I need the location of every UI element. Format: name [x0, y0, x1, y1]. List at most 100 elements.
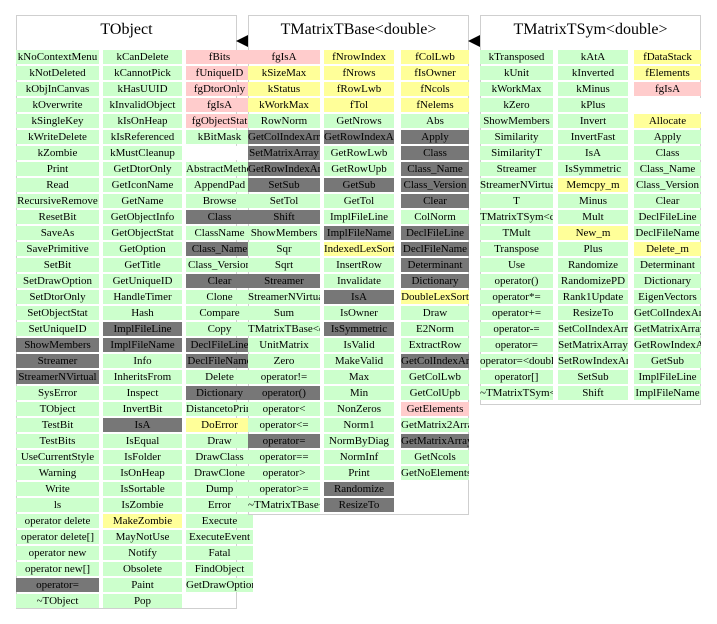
member-memcpy-m[interactable]: Memcpy_m [558, 178, 628, 192]
member-getmatrix2array[interactable]: GetMatrix2Array [401, 418, 469, 432]
member-abstractmethod[interactable]: AbstractMethod [186, 162, 253, 176]
member-getrowlwb[interactable]: GetRowLwb [324, 146, 394, 160]
member-operator-new[interactable]: operator new [16, 546, 99, 560]
member-operator[interactable]: operator[] [480, 370, 553, 384]
member-dump[interactable]: Dump [186, 482, 253, 496]
member-fnelems[interactable]: fNelems [401, 98, 469, 112]
member-new-m[interactable]: New_m [558, 226, 628, 240]
member-apply[interactable]: Apply [634, 130, 701, 144]
member-ksinglekey[interactable]: kSingleKey [16, 114, 99, 128]
member-mult[interactable]: Mult [558, 210, 628, 224]
member-testbit[interactable]: TestBit [16, 418, 99, 432]
member-kminus[interactable]: kMinus [558, 82, 628, 96]
member-setdtoronly[interactable]: SetDtorOnly [16, 290, 99, 304]
member-operator[interactable]: operator<= [248, 418, 320, 432]
member-getmatrixarray[interactable]: GetMatrixArray [634, 322, 701, 336]
member-shift[interactable]: Shift [248, 210, 320, 224]
member-determinant[interactable]: Determinant [401, 258, 469, 272]
member-kzero[interactable]: kZero [480, 98, 553, 112]
member-makevalid[interactable]: MakeValid [324, 354, 394, 368]
member-iszombie[interactable]: IsZombie [103, 498, 182, 512]
member-resizeto[interactable]: ResizeTo [324, 498, 394, 512]
member-usecurrentstyle[interactable]: UseCurrentStyle [16, 450, 99, 464]
member-implfileline[interactable]: ImplFileLine [324, 210, 394, 224]
member-fgdtoronly[interactable]: fgDtorOnly [186, 82, 253, 96]
member-kobjincanvas[interactable]: kObjInCanvas [16, 82, 99, 96]
member-kcandelete[interactable]: kCanDelete [103, 50, 182, 64]
member-print[interactable]: Print [16, 162, 99, 176]
member-t[interactable]: T [480, 194, 553, 208]
member-draw[interactable]: Draw [401, 306, 469, 320]
member-getname[interactable]: GetName [103, 194, 182, 208]
member-settol[interactable]: SetTol [248, 194, 320, 208]
member-resetbit[interactable]: ResetBit [16, 210, 99, 224]
member-zero[interactable]: Zero [248, 354, 320, 368]
member-getncols[interactable]: GetNcols [401, 450, 469, 464]
member-unitmatrix[interactable]: UnitMatrix [248, 338, 320, 352]
member-streamer[interactable]: Streamer [16, 354, 99, 368]
member-felements[interactable]: fElements [634, 66, 701, 80]
member-kstatus[interactable]: kStatus [248, 82, 320, 96]
member-print[interactable]: Print [324, 466, 394, 480]
member-isa[interactable]: IsA [324, 290, 394, 304]
member-distancetoprimitive[interactable]: DistancetoPrimitive [186, 402, 253, 416]
member-testbits[interactable]: TestBits [16, 434, 99, 448]
member-streamernvirtual[interactable]: StreamerNVirtual [16, 370, 99, 384]
member-fncols[interactable]: fNcols [401, 82, 469, 96]
member-getrowindexarray[interactable]: GetRowIndexArray [324, 130, 394, 144]
member-min[interactable]: Min [324, 386, 394, 400]
member-kisonheap[interactable]: kIsOnHeap [103, 114, 182, 128]
member-notify[interactable]: Notify [103, 546, 182, 560]
member-randomizepd[interactable]: RandomizePD [558, 274, 628, 288]
member-randomize[interactable]: Randomize [558, 258, 628, 272]
member-operator-double[interactable]: operator=<double> [480, 354, 553, 368]
member-setobjectstat[interactable]: SetObjectStat [16, 306, 99, 320]
member-dictionary[interactable]: Dictionary [401, 274, 469, 288]
member-implfilename[interactable]: ImplFileName [103, 338, 182, 352]
member-class-name[interactable]: Class_Name [186, 242, 253, 256]
member-kmustcleanup[interactable]: kMustCleanup [103, 146, 182, 160]
member-operator[interactable]: operator>= [248, 482, 320, 496]
member-compare[interactable]: Compare [186, 306, 253, 320]
member-setmatrixarray[interactable]: SetMatrixArray [558, 338, 628, 352]
member-copy[interactable]: Copy [186, 322, 253, 336]
member-streamer[interactable]: Streamer [480, 162, 553, 176]
member-maynotuse[interactable]: MayNotUse [103, 530, 182, 544]
member-saveas[interactable]: SaveAs [16, 226, 99, 240]
member-fisowner[interactable]: fIsOwner [401, 66, 469, 80]
member-operator[interactable]: operator= [248, 434, 320, 448]
member-inheritsfrom[interactable]: InheritsFrom [103, 370, 182, 384]
member-class-version[interactable]: Class_Version [186, 258, 253, 272]
member-tobject[interactable]: ~TObject [16, 594, 99, 608]
member-drawclone[interactable]: DrawClone [186, 466, 253, 480]
member-getmatrixarray[interactable]: GetMatrixArray [401, 434, 469, 448]
member-operator[interactable]: operator+= [480, 306, 553, 320]
member-execute[interactable]: Execute [186, 514, 253, 528]
member-write[interactable]: Write [16, 482, 99, 496]
member-declfileline[interactable]: DeclFileLine [634, 210, 701, 224]
member-clear[interactable]: Clear [186, 274, 253, 288]
member-resizeto[interactable]: ResizeTo [558, 306, 628, 320]
member-obsolete[interactable]: Obsolete [103, 562, 182, 576]
member-streamer[interactable]: Streamer [248, 274, 320, 288]
member-getcollwb[interactable]: GetColLwb [401, 370, 469, 384]
member-paint[interactable]: Paint [103, 578, 182, 592]
member-delete[interactable]: Delete [186, 370, 253, 384]
member-determinant[interactable]: Determinant [634, 258, 701, 272]
member-drawclass[interactable]: DrawClass [186, 450, 253, 464]
member-clear[interactable]: Clear [634, 194, 701, 208]
member-warning[interactable]: Warning [16, 466, 99, 480]
member-isequal[interactable]: IsEqual [103, 434, 182, 448]
member-recursiveremove[interactable]: RecursiveRemove [16, 194, 99, 208]
member-kinvalidobject[interactable]: kInvalidObject [103, 98, 182, 112]
member-sqr[interactable]: Sqr [248, 242, 320, 256]
member-operator[interactable]: operator*= [480, 290, 553, 304]
member-operator[interactable]: operator= [16, 578, 99, 592]
member-setrowindexarray[interactable]: SetRowIndexArray [558, 354, 628, 368]
member-dictionary[interactable]: Dictionary [186, 386, 253, 400]
member-operator[interactable]: operator-= [480, 322, 553, 336]
member-getrowindexarray[interactable]: GetRowIndexArray [634, 338, 701, 352]
member-getdtoronly[interactable]: GetDtorOnly [103, 162, 182, 176]
member-getsub[interactable]: GetSub [324, 178, 394, 192]
member-syserror[interactable]: SysError [16, 386, 99, 400]
